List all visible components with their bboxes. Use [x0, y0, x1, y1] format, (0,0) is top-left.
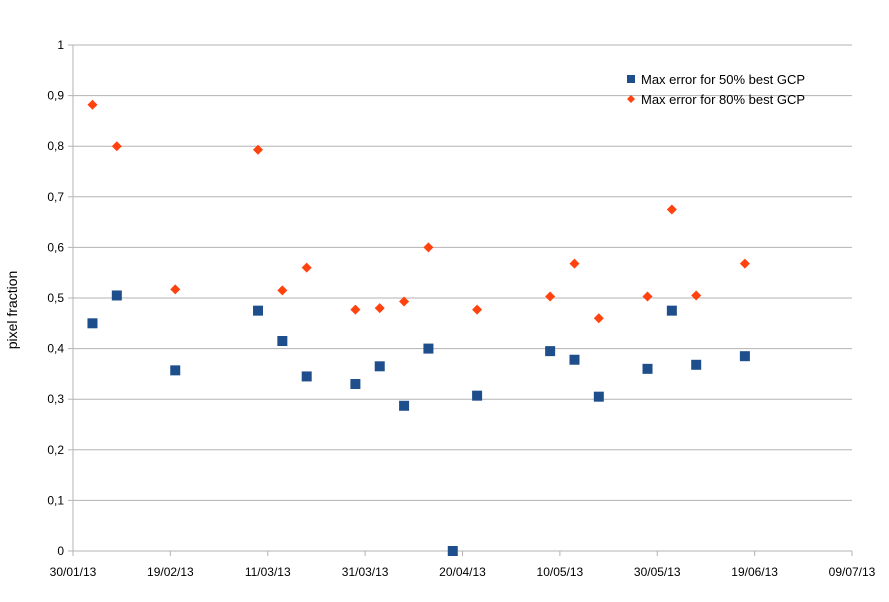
data-point-square [87, 318, 98, 329]
data-point-square [739, 351, 750, 362]
series-2 [87, 99, 750, 324]
data-point-diamond [642, 291, 653, 302]
series-1 [87, 290, 750, 556]
x-tick-label: 30/05/13 [634, 565, 681, 579]
legend-label: Max error for 80% best GCP [641, 92, 805, 107]
data-point-diamond [111, 141, 122, 152]
y-tick-label: 0,4 [47, 342, 64, 356]
grid-lines [73, 44, 852, 501]
data-point-diamond [87, 99, 98, 110]
data-point-diamond [569, 258, 580, 269]
data-point-diamond [423, 242, 434, 253]
data-point-diamond [301, 262, 312, 273]
data-point-square [170, 365, 181, 376]
y-tick-label: 1 [57, 38, 64, 52]
data-point-square [399, 400, 410, 411]
data-point-diamond [593, 313, 604, 324]
x-tick-label: 30/01/13 [50, 565, 97, 579]
x-tick-label: 09/07/13 [829, 565, 876, 579]
x-tick-label: 31/03/13 [342, 565, 389, 579]
data-point-square [447, 546, 458, 556]
data-point-diamond [691, 290, 702, 301]
x-tick-label: 19/06/13 [731, 565, 778, 579]
y-tick-label: 0,6 [47, 240, 64, 254]
data-point-square [423, 343, 434, 354]
data-point-square [277, 336, 288, 347]
data-point-diamond [277, 285, 288, 296]
data-point-diamond [472, 304, 483, 315]
data-point-diamond [253, 144, 264, 155]
y-tick-label: 0,7 [47, 190, 64, 204]
y-axis-label: pixel fraction [4, 271, 20, 350]
data-point-diamond [374, 303, 385, 314]
data-point-square [350, 379, 361, 390]
data-point-diamond [666, 204, 677, 215]
legend-marker-diamond [627, 95, 635, 103]
x-tick-label: 19/02/13 [147, 565, 194, 579]
y-tick-label: 0,5 [47, 291, 64, 305]
data-point-square [691, 359, 702, 370]
legend-label: Max error for 50% best GCP [641, 72, 805, 87]
data-point-square [545, 346, 556, 357]
data-point-diamond [350, 304, 361, 315]
data-point-square [374, 361, 385, 372]
y-tick-label: 0,9 [47, 89, 64, 103]
data-point-square [111, 290, 122, 301]
x-tick-label: 20/04/13 [439, 565, 486, 579]
data-point-diamond [170, 284, 181, 295]
data-point-square [472, 390, 483, 401]
data-series [87, 99, 750, 556]
y-tick-labels: 0 0,1 0,2 0,3 0,4 0,5 0,6 0,7 0,8 0,9 1 [47, 38, 64, 558]
x-tick-label: 11/03/13 [245, 565, 291, 579]
data-point-square [666, 305, 677, 316]
x-tick-labels: 30/01/13 19/02/13 11/03/13 31/03/13 20/04/13… [50, 565, 876, 579]
data-point-square [253, 305, 264, 316]
y-tick-label: 0,2 [47, 443, 64, 457]
data-point-square [569, 354, 580, 365]
x-tick-label: 10/05/13 [537, 565, 584, 579]
y-tick-label: 0,1 [47, 493, 64, 507]
legend: Max error for 50% best GCP Max error for … [627, 72, 805, 107]
legend-marker-square [627, 75, 635, 83]
data-point-diamond [399, 296, 410, 307]
axes [68, 44, 853, 556]
data-point-diamond [739, 258, 750, 269]
data-point-square [301, 371, 312, 382]
y-tick-label: 0 [57, 544, 64, 558]
y-tick-label: 0,3 [47, 392, 64, 406]
data-point-square [642, 363, 653, 374]
data-point-square [593, 391, 604, 402]
data-point-diamond [545, 291, 556, 302]
y-tick-label: 0,8 [47, 139, 64, 153]
